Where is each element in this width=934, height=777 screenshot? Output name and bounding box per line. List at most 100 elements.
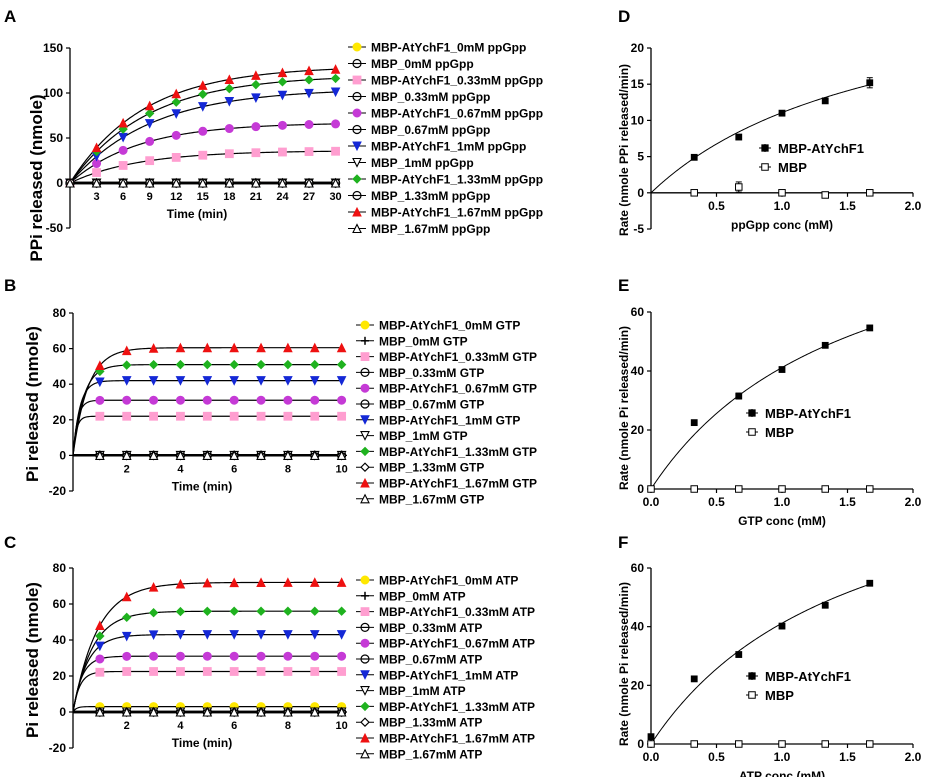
legend-marker — [352, 124, 362, 135]
legend-label: MBP_1.67mM ATP — [379, 747, 482, 761]
data-point — [337, 395, 347, 405]
data-point — [197, 102, 208, 112]
data-point — [256, 606, 266, 616]
panel-letter: E — [618, 276, 629, 295]
data-point — [121, 591, 132, 602]
data-point — [224, 97, 235, 107]
y-tick-label: -5 — [633, 222, 644, 236]
data-point — [229, 706, 240, 717]
legend-marker — [761, 163, 769, 171]
y-tick-label: 60 — [631, 305, 645, 319]
data-point — [198, 150, 208, 160]
legend-label: MBP-AtYchF1_1mM ATP — [379, 668, 518, 682]
legend-label: MBP-AtYchF1 — [765, 406, 851, 421]
x-tick-label: 2 — [124, 463, 130, 475]
x-tick-label: 0.5 — [708, 495, 725, 509]
data-point — [310, 411, 320, 421]
y-tick-label: 0 — [637, 482, 644, 496]
data-point — [251, 177, 261, 188]
y-axis-label: Pi released (nmole) — [23, 582, 42, 738]
data-point — [336, 577, 347, 587]
data-point — [256, 359, 266, 370]
data-point — [778, 485, 786, 493]
data-point — [735, 392, 743, 400]
x-tick-label: 0.5 — [708, 750, 725, 764]
legend-label: MBP-AtYchF1_0.33mM ATP — [379, 605, 535, 619]
data-point — [202, 577, 213, 588]
legend-marker — [360, 701, 370, 712]
data-point — [690, 740, 698, 748]
data-point — [330, 73, 341, 84]
data-point — [821, 601, 829, 609]
x-axis-label: ATP conc (mM) — [739, 769, 825, 777]
data-point — [122, 411, 132, 421]
data-point — [148, 376, 159, 386]
legend-label: MBP-AtYchF1_1.67mM ppGpp — [371, 206, 543, 220]
data-point — [95, 620, 105, 631]
legend-marker — [360, 367, 370, 377]
data-point — [330, 64, 341, 74]
data-point — [283, 376, 293, 386]
data-point — [224, 149, 234, 159]
legend-label: MBP-AtYchF1_1.67mM GTP — [379, 477, 537, 491]
y-tick-label: 20 — [631, 423, 645, 437]
data-point — [309, 450, 320, 460]
legend-label: MBP-AtYchF1_0.67mM GTP — [379, 382, 537, 396]
data-point — [283, 606, 293, 616]
legend-label: MBP — [765, 425, 794, 440]
data-point — [251, 70, 261, 80]
data-point — [118, 177, 129, 188]
x-tick-label: 15 — [197, 191, 209, 203]
legend-marker — [352, 223, 362, 234]
data-point — [148, 450, 159, 460]
legend-label: MBP-AtYchF1_1mM ppGpp — [371, 140, 526, 154]
legend-marker — [360, 575, 370, 585]
data-point — [690, 419, 698, 427]
legend-marker — [352, 190, 362, 201]
data-point — [229, 342, 239, 353]
data-point — [278, 147, 287, 157]
legend-label: MBP_0mM GTP — [379, 334, 468, 348]
data-point — [95, 654, 105, 664]
data-point — [95, 667, 105, 677]
data-point — [283, 577, 293, 587]
data-point — [229, 411, 239, 421]
data-point — [256, 706, 266, 717]
legend-marker — [360, 622, 370, 633]
legend-marker — [748, 409, 756, 417]
data-point — [144, 119, 155, 129]
legend-marker — [352, 75, 362, 85]
legend-marker — [360, 717, 370, 727]
data-point — [95, 377, 105, 388]
data-point — [122, 360, 132, 370]
data-point — [144, 108, 155, 119]
legend-label: MBP-AtYchF1_1.33mM GTP — [379, 445, 537, 459]
panel-letter: A — [4, 7, 16, 26]
x-tick-label: 0.0 — [643, 750, 660, 764]
data-point — [304, 65, 314, 76]
legend-marker — [352, 141, 362, 152]
x-tick-label: 24 — [276, 191, 289, 203]
legend-marker — [360, 477, 370, 488]
data-point — [310, 606, 320, 616]
legend-label: MBP-AtYchF1_0.33mM ppGpp — [371, 74, 543, 88]
legend-label: MBP_0.67mM ATP — [379, 653, 482, 667]
data-point — [866, 189, 874, 197]
legend-marker — [352, 157, 362, 168]
legend-marker — [352, 174, 362, 184]
x-tick-label: 1.5 — [839, 199, 856, 213]
y-tick-label: 40 — [53, 377, 67, 391]
data-point — [175, 630, 186, 640]
y-tick-label: 20 — [53, 413, 67, 427]
y-tick-label: -50 — [46, 221, 64, 235]
legend-marker — [360, 686, 370, 696]
legend-marker — [360, 431, 370, 441]
data-point — [175, 706, 186, 717]
legend-label: MBP — [765, 688, 794, 703]
data-point — [149, 667, 158, 676]
data-point — [149, 651, 159, 661]
data-point — [256, 667, 266, 676]
data-point — [309, 577, 320, 587]
data-point — [251, 148, 261, 158]
legend-label: MBP_1mM GTP — [379, 429, 468, 443]
